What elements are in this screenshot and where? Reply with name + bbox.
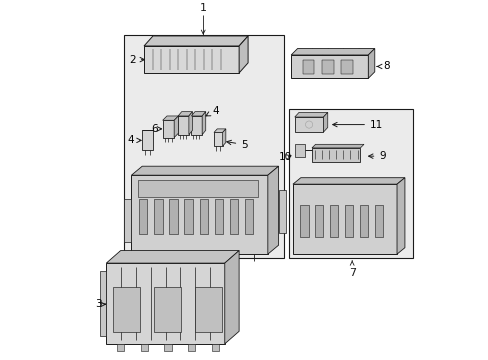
Bar (329, 205, 338, 237)
Bar (144, 46, 239, 73)
Bar (141, 344, 147, 351)
Text: 4: 4 (205, 105, 219, 116)
Bar (188, 344, 195, 351)
Bar (123, 199, 131, 242)
Bar (154, 287, 181, 332)
Bar (117, 344, 124, 351)
Text: 2: 2 (129, 55, 144, 65)
Bar (359, 205, 367, 237)
Bar (163, 120, 174, 138)
Polygon shape (224, 251, 239, 344)
Polygon shape (188, 112, 192, 135)
Bar (149, 251, 159, 259)
Bar (300, 205, 308, 237)
Bar (139, 199, 147, 234)
Text: 9: 9 (368, 151, 385, 161)
Polygon shape (163, 116, 178, 120)
Polygon shape (367, 49, 374, 78)
Bar (199, 199, 207, 234)
Bar (191, 116, 202, 135)
Polygon shape (396, 178, 404, 254)
Bar (229, 199, 238, 234)
Text: 8: 8 (376, 62, 389, 71)
Bar (106, 263, 224, 344)
Bar (292, 184, 396, 254)
Bar (113, 287, 140, 332)
Bar (164, 344, 171, 351)
Polygon shape (178, 112, 192, 116)
Polygon shape (323, 112, 327, 132)
Bar (315, 205, 323, 237)
Bar (119, 251, 129, 259)
Bar (322, 60, 333, 74)
Bar (244, 199, 253, 234)
Bar (302, 60, 314, 74)
Polygon shape (222, 129, 225, 146)
Polygon shape (131, 166, 278, 175)
Bar (290, 55, 367, 78)
Bar (344, 205, 352, 237)
Bar (169, 199, 177, 234)
Text: 10: 10 (279, 152, 292, 162)
Polygon shape (239, 36, 247, 73)
Bar (138, 180, 258, 197)
Polygon shape (294, 112, 327, 117)
Bar (374, 205, 382, 237)
Bar (294, 144, 304, 157)
Polygon shape (191, 112, 205, 116)
Polygon shape (290, 49, 374, 55)
Bar (195, 287, 221, 332)
Text: 11: 11 (332, 120, 383, 130)
Bar (214, 132, 222, 146)
Text: 5: 5 (226, 140, 247, 150)
Bar (294, 117, 323, 132)
Bar (100, 271, 106, 336)
Text: 1: 1 (199, 3, 206, 13)
Polygon shape (311, 144, 363, 148)
Polygon shape (106, 251, 239, 263)
Bar (154, 199, 162, 234)
Bar (341, 60, 352, 74)
Polygon shape (267, 166, 278, 254)
Polygon shape (144, 36, 247, 46)
Bar (289, 109, 412, 258)
Text: 6: 6 (150, 124, 161, 134)
Bar (214, 199, 223, 234)
Text: 7: 7 (348, 269, 355, 279)
Bar (311, 148, 360, 162)
Bar (179, 251, 189, 259)
Bar (211, 344, 219, 351)
Polygon shape (174, 116, 178, 138)
Bar (208, 251, 219, 259)
Bar (142, 130, 153, 150)
Bar (131, 175, 267, 254)
Polygon shape (292, 178, 404, 184)
Text: 3: 3 (95, 300, 105, 309)
Bar (184, 199, 192, 234)
Bar (124, 35, 284, 258)
Bar (278, 190, 286, 233)
Text: 4: 4 (127, 135, 141, 145)
Polygon shape (202, 112, 205, 135)
Bar (178, 116, 188, 135)
Polygon shape (214, 129, 225, 132)
